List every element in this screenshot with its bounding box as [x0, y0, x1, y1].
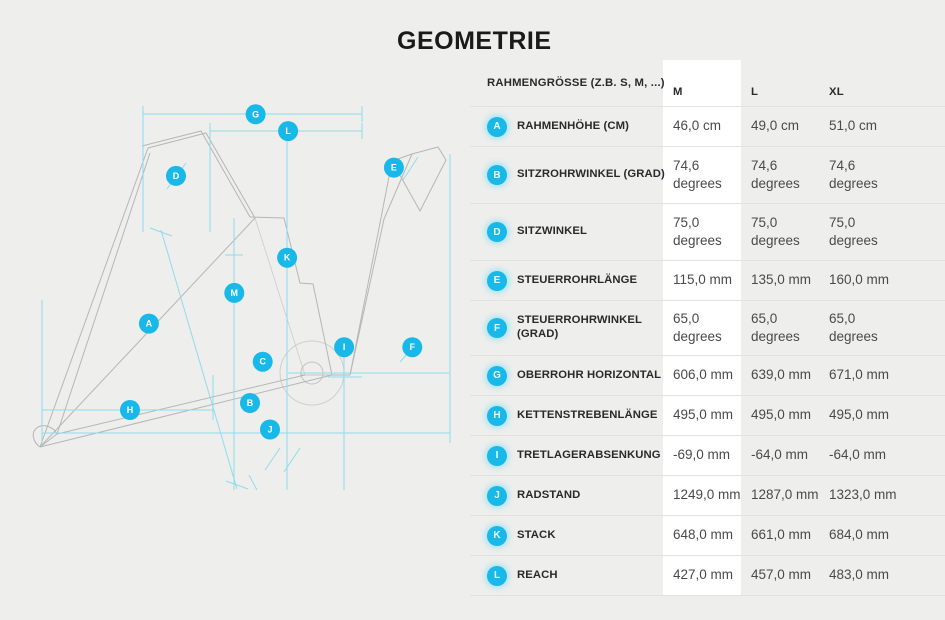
svg-text:L: L: [285, 126, 291, 136]
svg-text:M: M: [231, 288, 239, 298]
svg-text:E: E: [391, 163, 397, 173]
svg-text:I: I: [343, 342, 346, 352]
svg-text:A: A: [146, 319, 153, 329]
svg-text:F: F: [410, 342, 416, 352]
svg-text:K: K: [284, 253, 291, 263]
svg-text:J: J: [267, 425, 272, 435]
svg-text:C: C: [259, 357, 266, 367]
svg-text:B: B: [247, 398, 254, 408]
svg-text:G: G: [252, 109, 259, 119]
svg-text:H: H: [127, 405, 134, 415]
svg-text:D: D: [173, 171, 180, 181]
